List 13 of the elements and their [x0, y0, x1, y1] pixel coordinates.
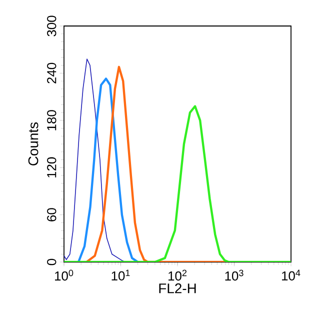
y-tick-label: 180 [47, 110, 56, 130]
x-tick-label: 10$^{1}$ [112, 270, 130, 280]
y-tick-label: 300 [47, 16, 56, 36]
x-tick-label: 10$^{0}$ [55, 270, 74, 281]
y-tick-label: 0 [47, 258, 56, 266]
y-tick-label: 60 [47, 208, 56, 222]
x-axis-title: FL2-H [159, 283, 196, 294]
x-tick-label: 10$^{4}$ [282, 270, 300, 280]
x-tick-label: 10$^{2}$ [168, 270, 187, 281]
y-axis-title: Counts [28, 122, 38, 166]
y-tick-label: 120 [47, 157, 56, 178]
y-tick-label: 240 [47, 62, 56, 84]
x-tick-label: 10$^{3}$ [225, 270, 244, 281]
